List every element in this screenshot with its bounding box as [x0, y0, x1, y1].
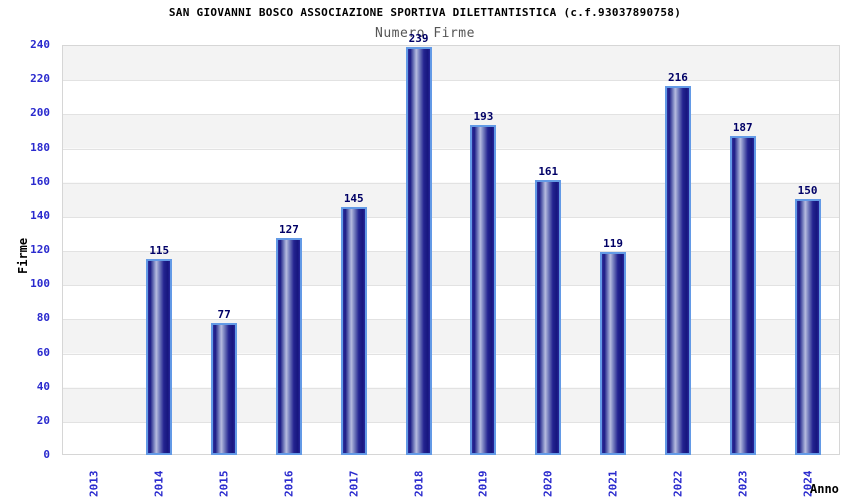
x-tick-label: 2023 [736, 470, 750, 498]
bar-value-label: 77 [217, 308, 231, 322]
bar-value-label: 193 [473, 110, 494, 124]
plot-area [62, 45, 840, 455]
y-tick-label: 60 [36, 345, 50, 359]
gridline [63, 216, 839, 218]
bar [535, 179, 562, 455]
x-tick-label: 2017 [347, 470, 361, 498]
bar [340, 207, 367, 455]
bar-value-label: 150 [797, 183, 818, 197]
y-tick-label: 160 [30, 174, 50, 188]
bar [146, 258, 173, 455]
y-tick-label: 180 [30, 140, 50, 154]
x-tick-label: 2022 [671, 470, 685, 498]
bar [211, 323, 238, 455]
gridline [63, 353, 839, 355]
x-axis-title: Anno [810, 482, 839, 496]
bar [470, 125, 497, 455]
bar [600, 251, 627, 455]
bar-value-label: 239 [408, 31, 429, 45]
gridline [63, 80, 839, 82]
bar-value-label: 115 [149, 243, 170, 257]
gridline [63, 285, 839, 287]
bar-value-label: 119 [603, 236, 624, 250]
bar [794, 198, 821, 455]
x-tick-label: 2016 [282, 470, 296, 498]
x-tick-label: 2013 [87, 470, 101, 498]
chart-title: SAN GIOVANNI BOSCO ASSOCIAZIONE SPORTIVA… [168, 6, 682, 19]
y-tick-label: 40 [36, 379, 50, 393]
x-tick-label: 2015 [217, 470, 231, 498]
bar [664, 86, 691, 455]
bar-value-label: 161 [538, 164, 559, 178]
chart-subtitle: Numero Firme [375, 26, 475, 41]
bar-value-label: 187 [732, 120, 753, 134]
y-tick-label: 80 [36, 311, 50, 325]
bar [405, 46, 432, 455]
y-tick-label: 240 [30, 38, 50, 51]
x-tick-label: 2020 [541, 470, 555, 498]
y-tick-label: 140 [30, 208, 50, 222]
bar [729, 135, 756, 455]
x-tick-label: 2018 [412, 470, 426, 498]
x-tick-label: 2019 [476, 470, 490, 498]
bar-value-label: 216 [667, 71, 688, 84]
y-tick-label: 200 [30, 106, 50, 120]
y-tick-label: 220 [30, 72, 50, 86]
bar-value-label: 127 [278, 223, 299, 237]
x-tick-label: 2014 [152, 470, 166, 498]
gridline [63, 114, 839, 116]
bar [275, 238, 302, 455]
gridline [63, 421, 839, 423]
gridline [63, 148, 839, 150]
y-tick-label: 120 [30, 243, 50, 256]
bar-value-label: 145 [343, 192, 364, 206]
gridline [63, 387, 839, 389]
y-axis-title: Firme [16, 237, 30, 274]
y-tick-label: 0 [43, 448, 50, 461]
gridline [63, 319, 839, 321]
gridline [63, 182, 839, 184]
y-tick-label: 20 [36, 413, 50, 427]
y-tick-label: 100 [30, 277, 50, 291]
x-tick-label: 2021 [606, 470, 620, 498]
gridline [63, 251, 839, 252]
